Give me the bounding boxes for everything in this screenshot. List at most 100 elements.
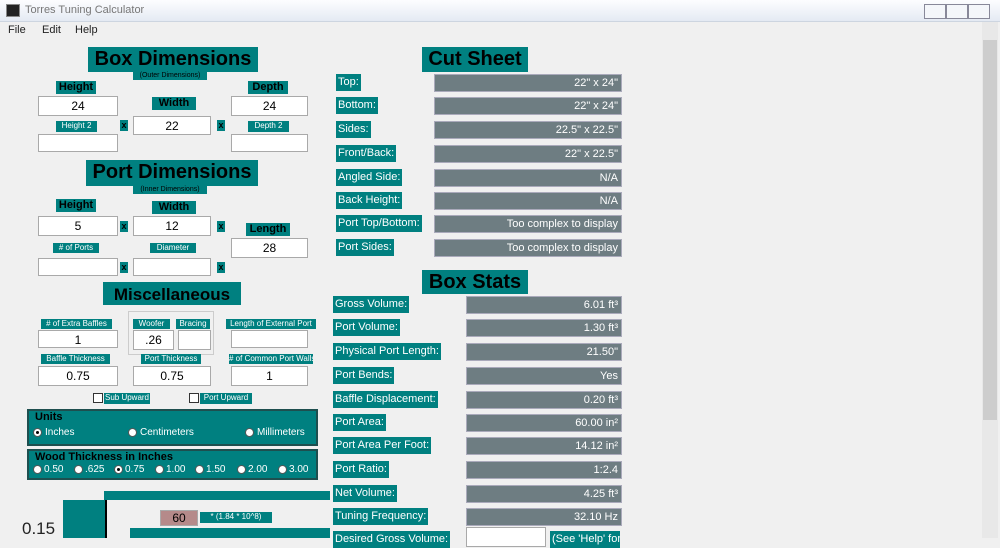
minimize-button[interactable] — [924, 4, 946, 19]
sub-upward-checkbox[interactable] — [93, 393, 103, 403]
radio-label: Inches — [45, 427, 75, 438]
port-length-input[interactable]: 28 — [231, 238, 308, 258]
field-label: Width — [152, 201, 196, 214]
cut-value: Too complex to display — [434, 239, 622, 257]
graph-input[interactable]: 60 — [160, 510, 198, 526]
radio-label: 1.00 — [166, 464, 186, 475]
cut-value: 22" x 22.5" — [434, 145, 622, 163]
times-sign: x — [120, 120, 128, 131]
window-title: Torres Tuning Calculator — [25, 4, 145, 16]
close-button[interactable] — [968, 4, 990, 19]
diameter-input[interactable] — [133, 258, 211, 276]
stat-value: 60.00 in² — [466, 414, 622, 432]
menu-item[interactable]: File — [8, 24, 26, 36]
units-group — [27, 409, 318, 446]
times-sign: x — [217, 221, 225, 232]
field-label: Width — [152, 97, 196, 110]
wood-radio[interactable] — [237, 465, 246, 474]
height-2-input[interactable] — [38, 134, 118, 152]
height-input[interactable]: 24 — [38, 96, 118, 116]
stat-value: 14.12 in² — [466, 437, 622, 455]
stat-label: Port Area Per Foot: — [333, 437, 432, 454]
stat-label: Tuning Frequency: — [333, 508, 429, 525]
cut-value: 22.5" x 22.5" — [434, 121, 622, 139]
cut-label: Back Height: — [336, 192, 403, 209]
wood-radio[interactable] — [278, 465, 287, 474]
menu-item[interactable]: Help — [75, 24, 98, 36]
extra-baffles-input[interactable]: 1 — [38, 330, 118, 348]
units-radio[interactable] — [128, 428, 137, 437]
radio-label: 0.75 — [125, 464, 145, 475]
cut-value: 22" x 24" — [434, 97, 622, 115]
section-header: Miscellaneous — [103, 282, 241, 305]
cut-label: Sides: — [336, 121, 371, 138]
wood-radio[interactable] — [33, 465, 42, 474]
wood-radio[interactable] — [155, 465, 164, 474]
radio-label: .625 — [85, 464, 105, 475]
bracing-input[interactable] — [178, 330, 211, 350]
scroll-thumb[interactable] — [983, 40, 997, 420]
graph-formula: * (1.84 * 10^8) — [200, 512, 272, 523]
field-label: # of Ports — [53, 243, 99, 253]
stat-label: Gross Volume: — [333, 296, 410, 313]
cut-label: Front/Back: — [336, 145, 397, 162]
section-subtitle: (Outer Dimensions) — [133, 71, 207, 80]
group-title: Wood Thickness in Inches — [35, 451, 173, 463]
cut-value: N/A — [434, 169, 622, 187]
field-label: Height — [56, 199, 96, 212]
cut-value: 22" x 24" — [434, 74, 622, 92]
units-radio[interactable] — [245, 428, 254, 437]
external-port-input[interactable] — [231, 330, 308, 348]
ports-input[interactable] — [38, 258, 118, 276]
width-input[interactable]: 22 — [133, 116, 211, 135]
common-port-walls-input[interactable]: 1 — [231, 366, 308, 386]
units-radio[interactable] — [33, 428, 42, 437]
times-sign: x — [217, 262, 225, 273]
cut-value: N/A — [434, 192, 622, 210]
cut-label: Port Top/Bottom: — [336, 215, 422, 232]
field-label: Depth 2 — [248, 121, 289, 132]
title-bar — [0, 0, 1000, 22]
depth-2-input[interactable] — [231, 134, 308, 152]
stat-value: 1.30 ft³ — [466, 319, 622, 337]
radio-label: 2.00 — [248, 464, 268, 475]
section-header: Box Stats — [422, 270, 528, 294]
radio-label: 0.50 — [44, 464, 64, 475]
port-height-input[interactable]: 5 — [38, 216, 118, 236]
times-sign: x — [217, 120, 225, 131]
field-label: Depth — [248, 81, 288, 94]
port-upward-checkbox[interactable] — [189, 393, 199, 403]
group-title: Units — [35, 411, 63, 423]
stat-value: 6.01 ft³ — [466, 296, 622, 314]
stat-value: 32.10 Hz — [466, 508, 622, 526]
port-thickness-input[interactable]: 0.75 — [133, 366, 211, 386]
section-header: Port Dimensions — [86, 160, 258, 186]
maximize-button[interactable] — [946, 4, 968, 19]
baffle-thickness-input[interactable]: 0.75 — [38, 366, 118, 386]
section-subtitle: (Inner Dimensions) — [133, 185, 207, 194]
radio-label: Centimeters — [140, 427, 194, 438]
wood-radio[interactable] — [195, 465, 204, 474]
field-label: Length — [246, 223, 290, 236]
field-label: Height — [56, 81, 96, 94]
section-header: Cut Sheet — [422, 47, 528, 72]
graph-strip — [130, 528, 330, 538]
field-label: Height 2 — [56, 121, 97, 132]
checkbox-label: Port Upward — [200, 393, 252, 404]
wood-radio[interactable] — [114, 465, 123, 474]
graph-bar — [104, 491, 330, 500]
port-width-input[interactable]: 12 — [133, 216, 211, 236]
stat-label: Baffle Displacement: — [333, 391, 438, 408]
field-label: Bracing — [176, 319, 210, 329]
desired-gross-volume-input[interactable] — [466, 527, 546, 547]
times-sign: x — [120, 262, 128, 273]
field-label: Port Thickness — [141, 354, 201, 364]
woofer-input[interactable]: .26 — [133, 330, 174, 350]
wood-radio[interactable] — [74, 465, 83, 474]
menu-item[interactable]: Edit — [42, 24, 61, 36]
field-label: Length of External Port — [226, 319, 316, 329]
field-label: # of Extra Baffles — [41, 319, 112, 329]
depth-input[interactable]: 24 — [231, 96, 308, 116]
